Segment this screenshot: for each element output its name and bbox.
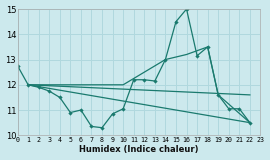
X-axis label: Humidex (Indice chaleur): Humidex (Indice chaleur) [79,145,199,154]
